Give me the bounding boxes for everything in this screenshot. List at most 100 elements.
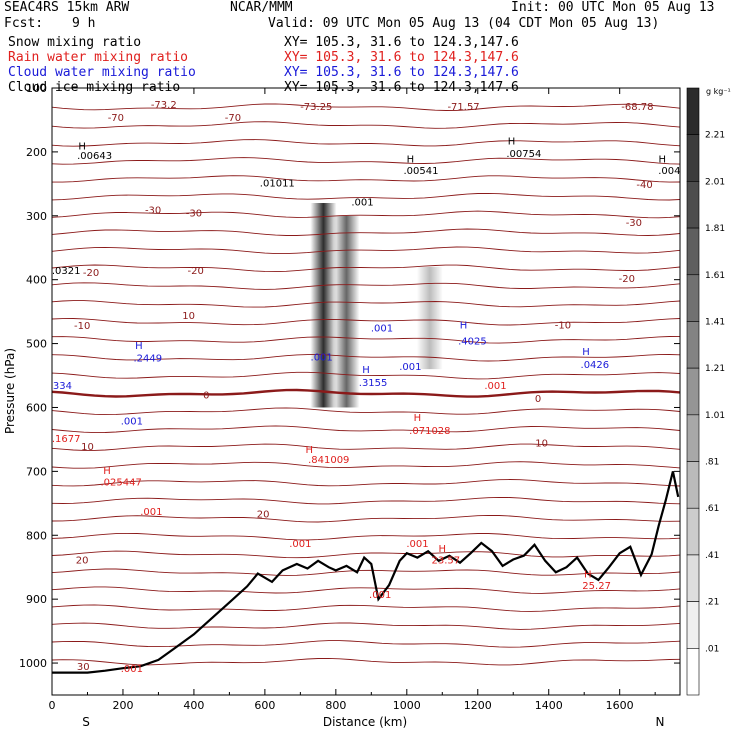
colorbar-label: .01: [705, 644, 719, 654]
high-marker: H: [582, 347, 590, 358]
contour-label: .001: [289, 539, 311, 550]
colorbar-swatch: [686, 227, 700, 276]
colorbar-swatch: [686, 414, 700, 462]
contour-label: .001: [121, 664, 143, 675]
y-tick-label: 900: [26, 593, 47, 606]
isotherm-line: [52, 103, 680, 111]
y-axis-label: Pressure (hPa): [3, 348, 17, 434]
isotherm-line: [52, 175, 680, 183]
valid-time: Valid: 09 UTC Mon 05 Aug 13 (04 CDT Mon …: [268, 16, 660, 31]
high-marker: H: [103, 466, 111, 477]
y-tick-label: 700: [26, 465, 47, 478]
high-marker: H: [414, 413, 422, 424]
colorbar-swatch: [686, 461, 700, 509]
isotherm-line: [52, 640, 680, 648]
field-snow-label: Snow mixing ratio: [8, 35, 142, 50]
x-tick-label: 600: [254, 699, 275, 712]
colorbar-label: 1.81: [705, 224, 725, 234]
y-tick-label: 400: [26, 274, 47, 287]
contour-label: .2449: [133, 354, 162, 365]
snow-shading-column: [333, 215, 360, 408]
isotherm-line: [52, 282, 680, 290]
field-cloudwater-label: Cloud water mixing ratio: [8, 65, 196, 80]
contour-label: .025447: [101, 478, 142, 489]
contour-label: .001: [406, 539, 428, 550]
colorbar-swatch: [686, 367, 700, 416]
isotherm-label: -70: [225, 113, 241, 124]
isotherm-label: -30: [186, 209, 202, 220]
x-tick-label: 0: [49, 699, 56, 712]
contour-label: .001: [371, 324, 393, 335]
high-marker: H: [439, 544, 447, 555]
isotherm-label: 0: [535, 394, 541, 405]
isotherm-line: [52, 228, 680, 236]
isotherm-label: -20: [83, 268, 99, 279]
high-marker: H: [135, 341, 143, 352]
isotherm-label: -70: [108, 113, 124, 124]
snow-shading-column: [416, 266, 443, 370]
isotherm-line: [52, 246, 680, 255]
isotherm-line: [52, 121, 680, 129]
isotherm-label: -20: [619, 274, 635, 285]
isotherm-label: -20: [188, 266, 204, 277]
colorbar-label: 1.61: [705, 271, 725, 281]
field-rain-xy: XY= 105.3, 31.6 to 124.3,147.6: [284, 50, 519, 65]
isotherm-line: [52, 443, 680, 451]
isotherm-label: -71.57: [447, 102, 479, 113]
isotherm-line: [52, 550, 680, 559]
high-marker: H: [78, 142, 86, 153]
high-marker: H: [508, 136, 516, 147]
isotherm-line: [52, 514, 680, 523]
colorbar-swatch: [686, 601, 700, 649]
high-marker: H: [584, 570, 592, 581]
colorbar: 2.21 2.01 1.81 1.61 1.41 1.21 1.01 .81 .61 .41 .21…: [686, 87, 725, 696]
isotherm-label: -10: [74, 321, 90, 332]
colorbar-unit: g kg⁻¹: [706, 87, 731, 96]
y-tick-label: 1000: [19, 657, 47, 670]
forecast-hour: 9 h: [72, 16, 96, 31]
plot-frame: [51, 87, 681, 696]
isotherm-line: [52, 264, 680, 273]
x-tick-label: 800: [325, 699, 346, 712]
south-label: S: [82, 715, 90, 729]
colorbar-swatch: [686, 274, 700, 322]
isotherm-line: [52, 300, 680, 308]
y-tick-label: 600: [26, 401, 47, 414]
contour-label: .001: [369, 590, 391, 601]
y-tick-label: 200: [26, 146, 47, 159]
contour-label: 23.57: [432, 556, 461, 567]
isotherm-line: [52, 604, 680, 612]
contour-label: .001: [399, 362, 421, 373]
colorbar-label: .81: [705, 458, 719, 468]
isotherm-line: [52, 139, 680, 147]
high-marker: H: [460, 320, 468, 331]
colorbar-label: 1.41: [705, 317, 725, 327]
contour-label: .00754: [506, 149, 541, 160]
isotherm-line: [52, 335, 680, 344]
isotherm-line: [52, 425, 680, 434]
colorbar-swatch: [686, 134, 700, 182]
isotherm-label: 20: [257, 510, 270, 521]
contour-label: .01011: [260, 179, 295, 190]
contour-label: .001: [351, 198, 373, 209]
high-marker: H: [658, 154, 666, 165]
x-tick-label: 400: [183, 699, 204, 712]
colorbar-label: 1.21: [705, 364, 725, 374]
colorbar-label: .61: [705, 504, 719, 514]
forecast-label: Fcst:: [4, 16, 44, 31]
north-label: N: [656, 715, 665, 729]
isotherm-line: [52, 496, 680, 505]
isotherm-label: 0: [203, 391, 209, 402]
isotherm-line: [52, 354, 680, 362]
terrain-surface-line: [52, 471, 680, 674]
x-tick-label: 1400: [535, 699, 563, 712]
colorbar-label: 1.01: [705, 411, 725, 421]
x-tick-label: 1000: [393, 699, 421, 712]
colorbar-swatch: [686, 507, 700, 556]
zero-isotherm-line: [52, 388, 680, 398]
isotherm-line: [52, 568, 680, 576]
isotherm-line: [52, 622, 680, 630]
x-tick-label: 200: [112, 699, 133, 712]
colorbar-swatch: [686, 181, 700, 229]
